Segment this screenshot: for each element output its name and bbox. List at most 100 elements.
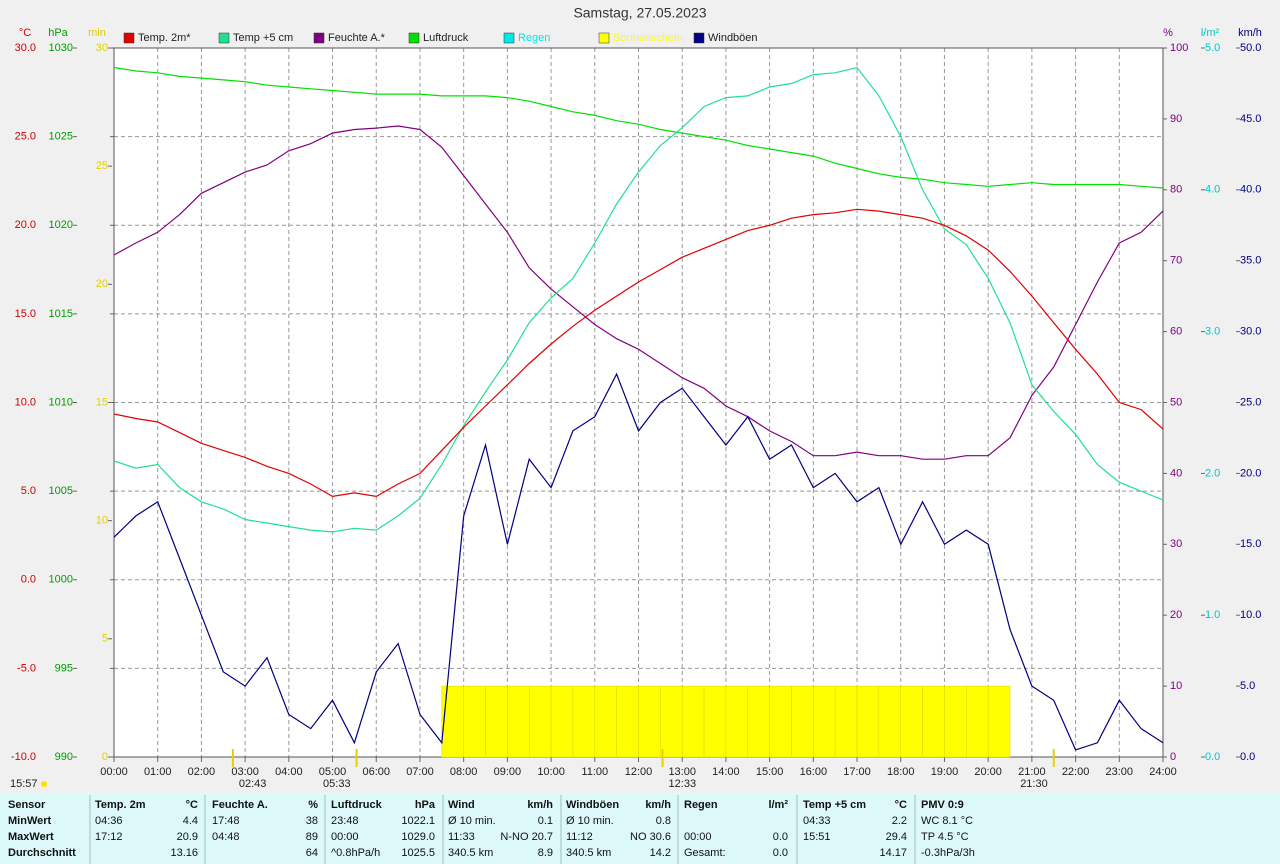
y-tick-label: 995	[55, 662, 73, 674]
table-cell: 11:33	[448, 831, 475, 843]
annotation: 21:30	[1020, 778, 1048, 790]
x-tick-label: 12:00	[625, 766, 653, 778]
x-tick-label: 08:00	[450, 766, 478, 778]
y-tick-label: -5.0	[17, 662, 36, 674]
y-tick-label: 20.0	[1240, 467, 1261, 479]
legend-label: Regen	[518, 32, 550, 44]
bar	[550, 685, 574, 758]
x-tick-label: 19:00	[931, 766, 959, 778]
table-cell: 1022.1	[401, 815, 435, 827]
y-tick-label: 0.0	[1240, 751, 1255, 763]
bar	[966, 685, 989, 758]
y-tick-label: 45.0	[1240, 113, 1261, 125]
bar	[572, 685, 596, 758]
legend-label: Temp. 2m*	[138, 32, 191, 44]
table-cell: 340.5 km	[448, 847, 493, 859]
table-cell: NO 30.6	[630, 831, 671, 843]
legend-label: Sonnenschein	[613, 32, 683, 44]
table-header: °C	[186, 799, 198, 811]
y-tick-label: 15	[96, 396, 108, 408]
table-cell: 14.2	[650, 847, 671, 859]
bar	[507, 685, 530, 758]
table-header: °C	[895, 799, 907, 811]
y-tick-label: 20	[96, 278, 108, 290]
y-tick-label: 1015	[49, 308, 73, 320]
table-cell: 0.1	[538, 815, 553, 827]
legend-swatch	[598, 32, 610, 44]
table-header: %	[308, 799, 318, 811]
y-tick-label: 2.0	[1205, 467, 1220, 479]
legend-swatch	[218, 32, 230, 44]
y-tick-label: 1030	[49, 42, 73, 54]
y-tick-label: 80	[1170, 184, 1182, 196]
y-tick-label: 15.0	[1240, 538, 1261, 550]
annotation: 05:33	[323, 778, 351, 790]
table-cell: N-NO 20.7	[500, 831, 553, 843]
table-header: km/h	[645, 799, 671, 811]
table-cell: 17:12	[95, 831, 123, 843]
legend-swatch	[313, 32, 325, 44]
table-cell: 2.2	[892, 815, 907, 827]
y-tick-label: 100	[1170, 42, 1188, 54]
annotation: 15:57	[10, 778, 38, 790]
y-tick-label: 20	[1170, 609, 1182, 621]
bar	[594, 685, 617, 758]
y-tick-label: 1025	[49, 131, 73, 143]
x-tick-label: 21:00	[1018, 766, 1046, 778]
y-tick-label: 5.0	[21, 485, 36, 497]
table-cell: WC 8.1 °C	[921, 815, 973, 827]
table-cell: 1029.0	[401, 831, 435, 843]
table-cell: 8.9	[538, 847, 553, 859]
y-tick-label: 25.0	[1240, 396, 1261, 408]
table-cell: 64	[306, 847, 318, 859]
y-tick-label: 10.0	[1240, 609, 1261, 621]
table-header: Luftdruck	[331, 799, 383, 811]
x-tick-label: 04:00	[275, 766, 303, 778]
table-cell: 00:00	[684, 831, 712, 843]
y-tick-label: 35.0	[1240, 255, 1261, 267]
legend-swatch	[123, 32, 135, 44]
y-tick-label: 60	[1170, 326, 1182, 338]
y-tick-label: 20.0	[15, 219, 36, 231]
y-tick-label: 70	[1170, 255, 1182, 267]
y-tick-label: 40.0	[1240, 184, 1261, 196]
y-tick-label: 5	[102, 633, 108, 645]
table-cell: 0.0	[773, 847, 788, 859]
table-header: Regen	[684, 799, 718, 811]
table-cell: 0.0	[773, 831, 788, 843]
axis-unit: %	[1163, 27, 1173, 39]
bar	[463, 685, 486, 758]
x-tick-label: 11:00	[581, 766, 608, 778]
table-cell: 23:48	[331, 815, 359, 827]
annotation-icon	[41, 781, 47, 787]
y-tick-label: 1005	[49, 485, 73, 497]
bar	[791, 685, 814, 758]
chart-title: Samstag, 27.05.2023	[573, 5, 706, 21]
bar	[878, 685, 901, 758]
x-tick-label: 07:00	[406, 766, 434, 778]
bar	[528, 685, 552, 758]
table-cell: 17:48	[212, 815, 240, 827]
table-header: Sensor	[8, 799, 46, 811]
bar	[638, 685, 661, 758]
table-cell: 1025.5	[401, 847, 435, 859]
table-cell: 13.16	[170, 847, 198, 859]
legend-label: Windböen	[708, 32, 758, 44]
x-tick-label: 03:00	[231, 766, 259, 778]
x-tick-label: 01:00	[144, 766, 172, 778]
series-line	[113, 208, 1164, 498]
table-cell: 4.4	[183, 815, 198, 827]
table-header: Wind	[448, 799, 475, 811]
annotation: 12:33	[669, 778, 697, 790]
bar	[725, 685, 749, 758]
table-cell: Durchschnitt	[8, 847, 76, 859]
x-tick-label: 09:00	[494, 766, 522, 778]
y-tick-label: 1010	[49, 396, 73, 408]
table-cell: Ø 10 min.	[566, 815, 614, 827]
bar	[616, 685, 639, 758]
table-cell: 0.8	[656, 815, 671, 827]
table-header: hPa	[415, 799, 436, 811]
x-tick-label: 20:00	[974, 766, 1002, 778]
x-tick-label: 17:00	[843, 766, 871, 778]
